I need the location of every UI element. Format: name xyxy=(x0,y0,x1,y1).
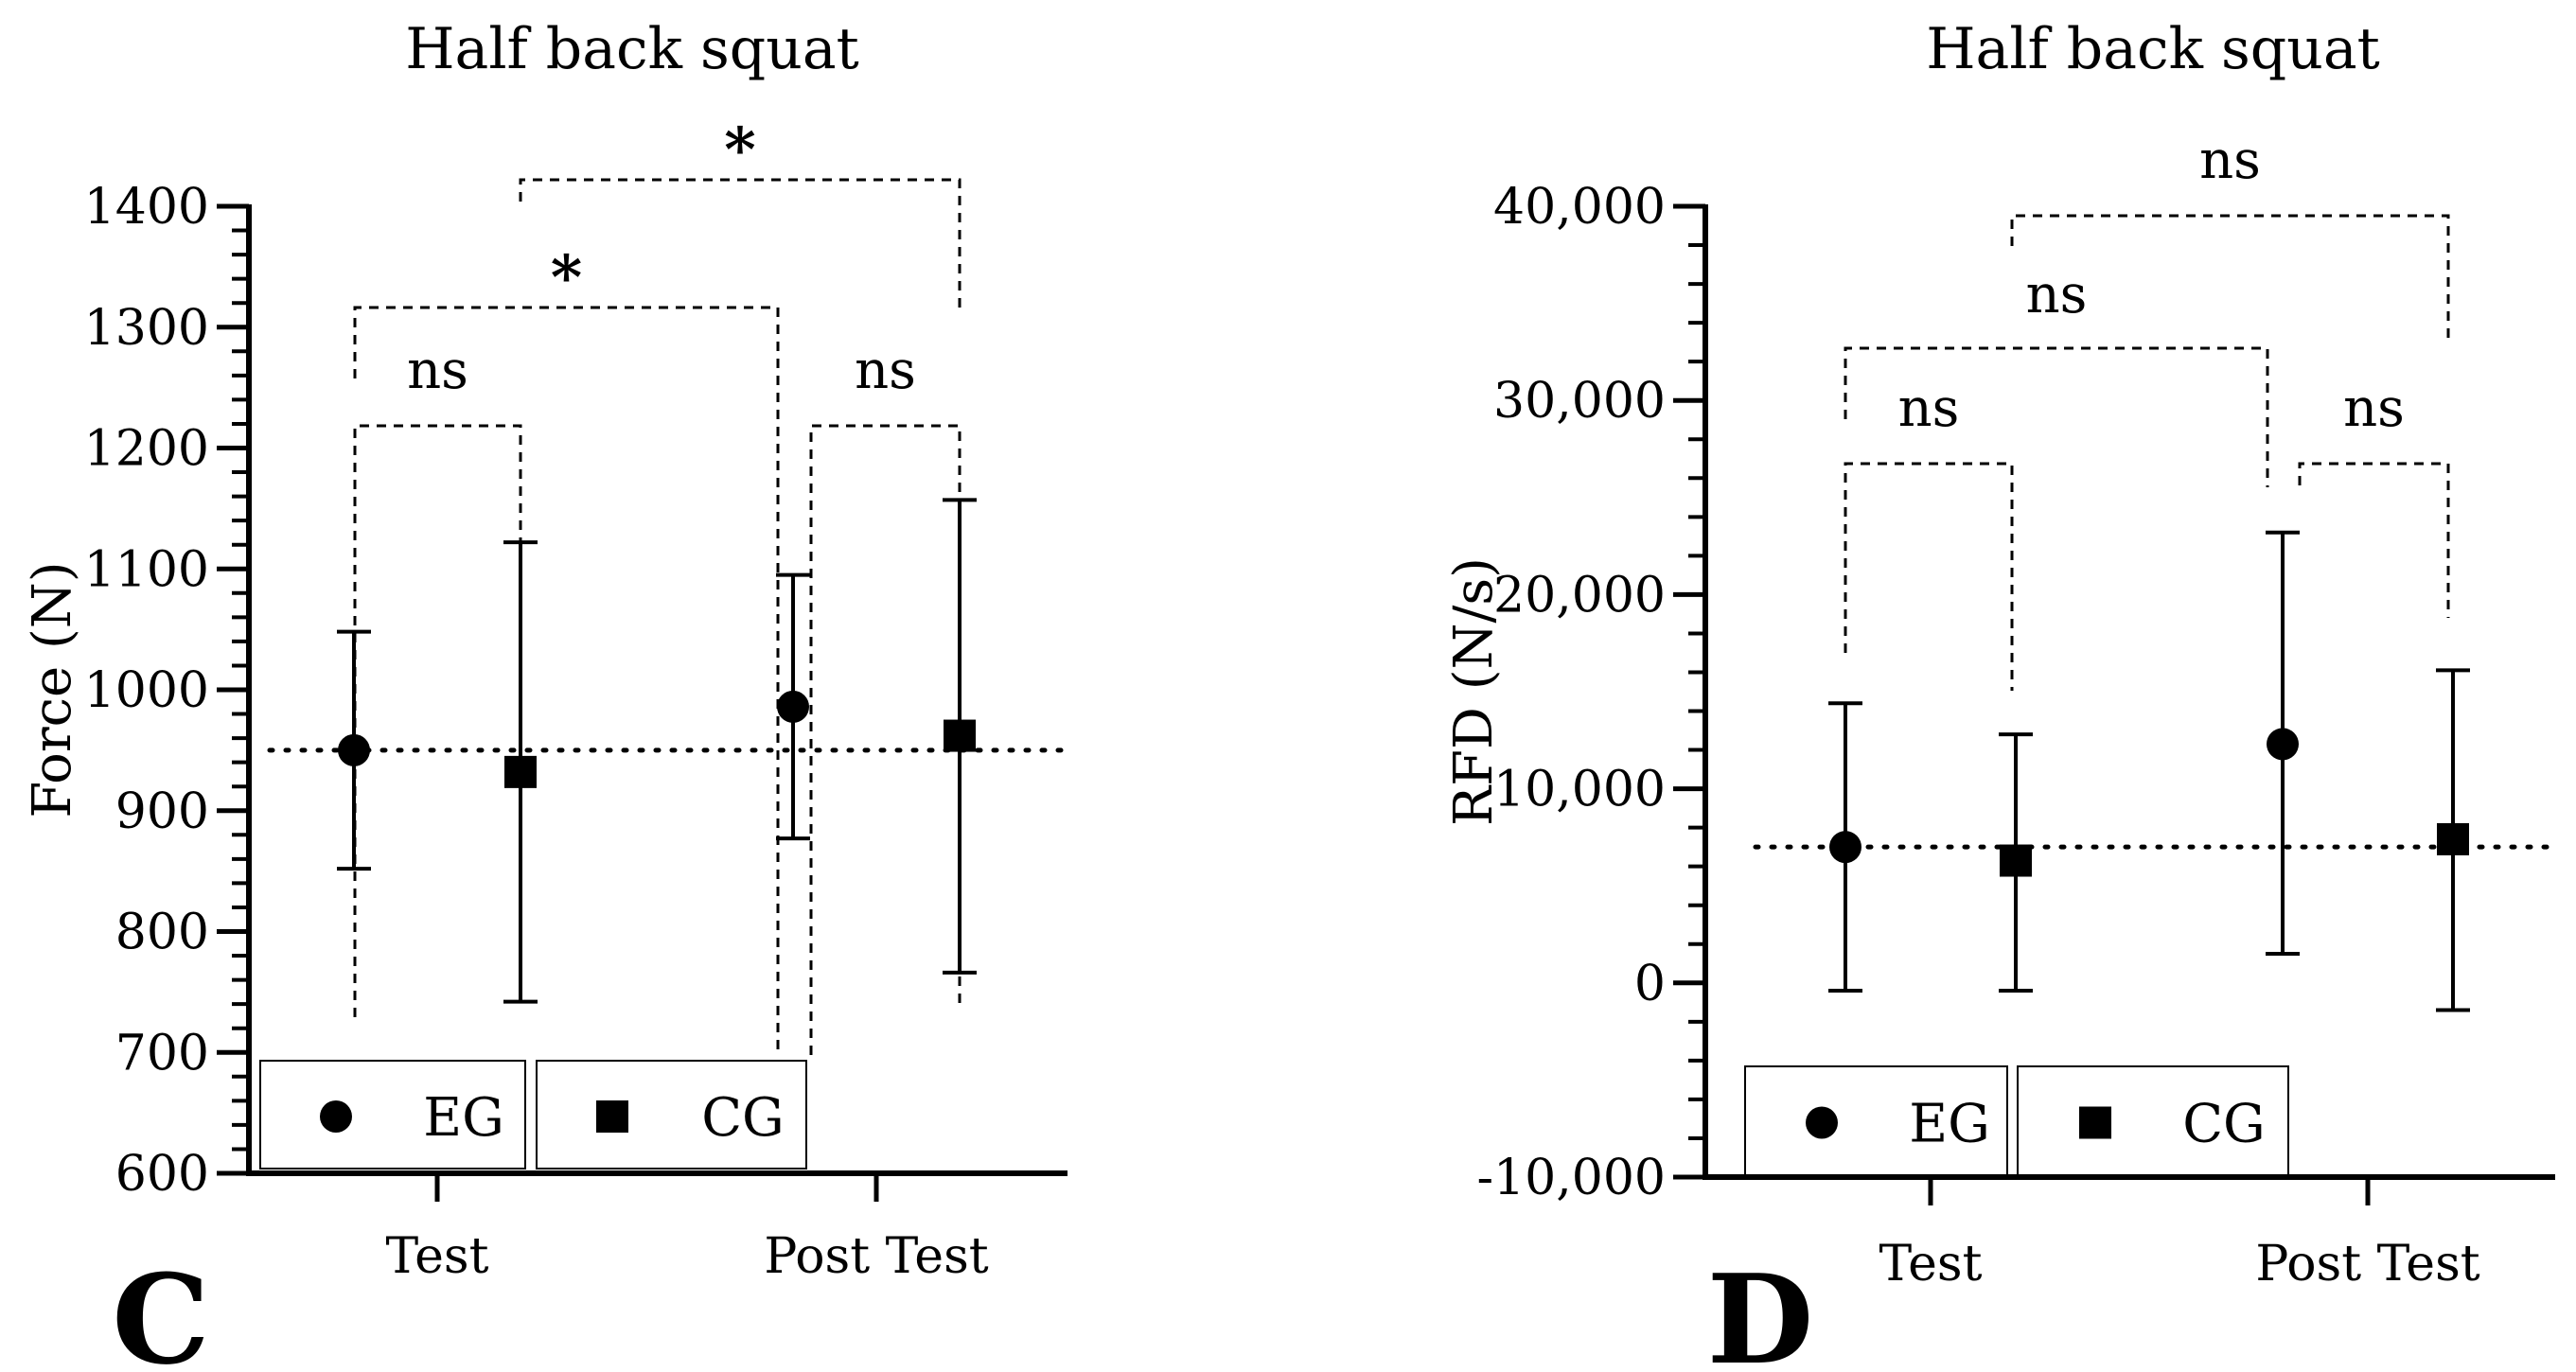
legend-marker-square xyxy=(2079,1106,2111,1139)
y-tick-label: 600 xyxy=(115,1146,209,1203)
y-axis-label: Force (N) xyxy=(22,561,83,818)
legend-label: EG xyxy=(1909,1094,1990,1155)
y-tick-label: 1000 xyxy=(84,662,209,719)
y-tick-label: 1300 xyxy=(84,300,209,357)
comparison-label: ns xyxy=(855,340,916,401)
y-tick-label: 1400 xyxy=(84,179,209,236)
y-tick-label: 10,000 xyxy=(1493,762,1666,818)
x-tick-label: Test xyxy=(385,1228,488,1285)
panel-letter: C xyxy=(112,1247,209,1372)
panel-c: Half back squat 600 700 800 900 1000 1100 1200 1… xyxy=(22,16,1070,1372)
y-tick-label: -10,000 xyxy=(1476,1150,1666,1206)
y-tick-label: 1100 xyxy=(84,541,209,598)
comparison-label: ns xyxy=(2343,378,2405,439)
comparison-bracket xyxy=(353,424,522,1017)
comparison-label: ns xyxy=(407,340,468,401)
y-tick-label: 900 xyxy=(115,783,209,840)
point-eg xyxy=(1829,831,1861,864)
comparison-bracket xyxy=(809,424,962,1055)
point-eg xyxy=(338,733,370,766)
legend-box xyxy=(259,1060,526,1170)
legend-box xyxy=(1744,1065,2008,1176)
legend-label: EG xyxy=(423,1087,504,1149)
chart-title: Half back squat xyxy=(405,16,859,82)
legend-box xyxy=(2017,1065,2289,1176)
point-cg xyxy=(2437,822,2469,855)
legend-marker-circle xyxy=(320,1100,352,1133)
legend-label: CG xyxy=(701,1087,785,1149)
comparison-bracket xyxy=(519,178,962,310)
x-tick-label: Post Test xyxy=(2255,1236,2479,1293)
x-tick-label: Test xyxy=(1879,1236,1982,1293)
y-tick-label: 30,000 xyxy=(1493,373,1666,430)
x-tick-label: Post Test xyxy=(764,1228,988,1285)
y-tick-label: 700 xyxy=(115,1025,209,1082)
legend-label: CG xyxy=(2182,1094,2266,1155)
comparison-bracket xyxy=(1844,462,2014,691)
point-eg xyxy=(2267,728,2299,761)
point-cg xyxy=(2000,844,2032,877)
y-tick-label: 1200 xyxy=(84,421,209,478)
comparison-bracket xyxy=(1844,346,2269,487)
comparison-bracket xyxy=(2010,214,2450,343)
comparison-label: * xyxy=(551,242,582,313)
comparison-label: ns xyxy=(2026,264,2088,325)
point-eg xyxy=(777,690,809,723)
legend-marker-square xyxy=(596,1100,628,1133)
comparison-bracket xyxy=(2298,462,2450,618)
legend-box xyxy=(536,1060,807,1170)
chart-title: Half back squat xyxy=(1926,16,2380,82)
comparison-label: ns xyxy=(1898,378,1960,439)
y-tick-label: 20,000 xyxy=(1493,567,1666,624)
y-tick-label: 800 xyxy=(115,905,209,961)
panel-letter: D xyxy=(1707,1247,1814,1372)
comparison-bracket xyxy=(353,306,780,1055)
legend-marker-circle xyxy=(1806,1106,1838,1139)
comparison-label: * xyxy=(724,114,755,185)
comparison-label: ns xyxy=(2199,130,2261,191)
y-axis-label: RFD (N/s) xyxy=(1443,557,1505,826)
panel-d: Half back squat -10,000 0 10,000 20,000 30,00… xyxy=(1443,16,2558,1372)
y-tick-label: 40,000 xyxy=(1493,179,1666,236)
y-tick-label: 0 xyxy=(1634,956,1666,1012)
